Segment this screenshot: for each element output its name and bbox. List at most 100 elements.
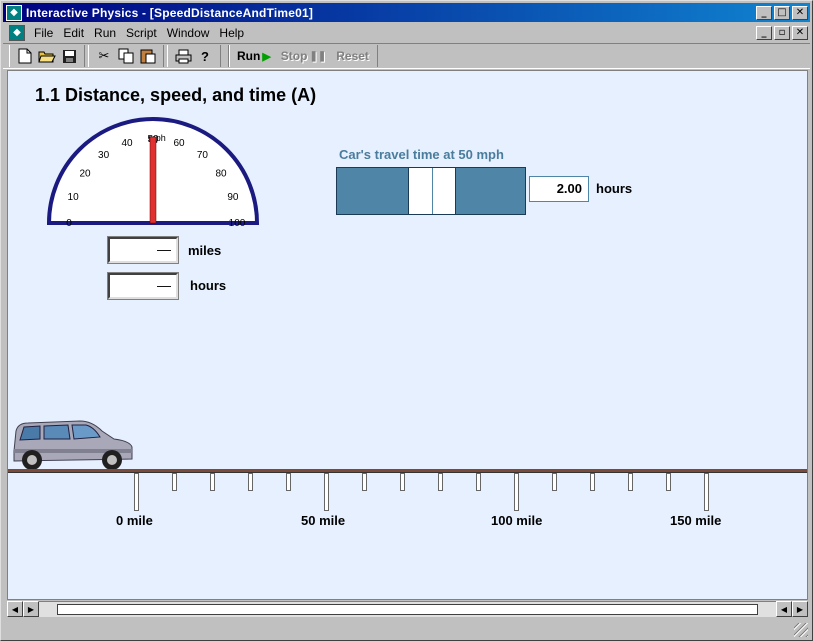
save-icon[interactable] [58,46,80,66]
arrow-right-icon: ▶ [796,604,804,614]
road [8,469,807,473]
road-minor-tick [552,473,557,491]
menu-window[interactable]: Window [162,26,215,40]
stop-button-label: Stop [280,49,308,63]
road-major-tick [324,473,329,511]
scroll-track[interactable] [39,601,776,617]
edit-tools: ✂ [88,45,164,67]
distance-unit: miles [188,243,222,258]
road-minor-tick [590,473,595,491]
travel-time-input[interactable]: 2.00 [529,176,589,202]
speedometer-tick-label: 30 [98,150,110,161]
speedometer-tick-label: 10 [68,192,80,203]
app-icon[interactable]: ◆ [6,4,22,21]
distance-readout: — [108,237,178,263]
page-title: 1.1 Distance, speed, and time (A) [35,85,317,105]
speedometer-tick-label: 90 [227,192,239,203]
run-button[interactable]: Run ▶ [237,49,271,63]
road-label-100: 100 mile [491,513,543,528]
road-label-150: 150 mile [670,513,722,528]
doc-minimize-button[interactable]: _ [756,25,772,40]
road-label-0: 0 mile [116,513,153,528]
stop-button[interactable]: Stop ❚❚ [281,49,326,63]
run-controls: Run ▶ Stop ❚❚ Reset [228,45,378,67]
menu-edit[interactable]: Edit [58,26,89,40]
speedometer-tick-label: 0 [66,218,72,229]
document-icon[interactable]: ◆ [9,24,25,41]
doc-close-button[interactable]: ✕ [792,25,808,40]
speedometer-tick-label: 70 [197,150,209,161]
road-minor-tick [362,473,367,491]
slider-title: Car's travel time at 50 mph [339,147,504,162]
file-tools [9,45,85,67]
car-icon[interactable] [10,411,134,473]
print-icon[interactable] [172,46,194,66]
open-folder-icon[interactable] [36,46,58,66]
menu-help-label: Help [219,25,245,40]
help-icon[interactable]: ? [201,48,209,64]
scroll-right-button[interactable]: ▶ [792,601,808,617]
window-title: Interactive Physics - [SpeedDistanceAndT… [26,5,314,20]
toolbar: ✂ ? Run ▶ Stop ❚❚ Reset [3,43,810,69]
road-minor-tick [438,473,443,491]
close-button[interactable]: ✕ [792,5,808,20]
menu-help[interactable]: Help [214,26,249,40]
menu-script[interactable]: Script [121,26,162,40]
copy-icon[interactable] [115,46,137,66]
road-minor-tick [400,473,405,491]
travel-time-slider[interactable] [336,167,526,215]
road-minor-tick [248,473,253,491]
arrow-right-icon: ▶ [27,604,35,614]
road-major-tick [134,473,139,511]
play-icon: ▶ [262,50,271,63]
menu-run-label: Run [94,25,117,40]
menu-run[interactable]: Run [89,26,121,40]
menu-bar: ◆ File Edit Run Script Window Help _ ▫ ✕ [3,23,810,42]
arrow-left-icon: ◀ [11,604,19,614]
new-file-icon[interactable] [14,46,36,66]
reset-button[interactable]: Reset [336,49,369,63]
horizontal-scrollbar[interactable]: ◀ ▶ ◀ ▶ [7,601,808,617]
cut-icon[interactable]: ✂ [98,48,110,63]
travel-time-unit: hours [596,181,633,196]
run-button-label: Run [237,49,261,63]
scroll-right-button-left[interactable]: ▶ [23,601,39,617]
speedometer-needle [149,136,157,224]
road-major-tick [514,473,519,511]
paste-icon[interactable] [137,46,159,66]
menu-file-label: File [34,25,54,40]
maximize-button[interactable]: □ [774,5,790,20]
time-unit: hours [190,278,227,293]
minimize-button[interactable]: _ [756,5,772,20]
speedometer[interactable]: 0102030405060708090100 mph [40,115,266,233]
menu-script-label: Script [126,25,157,40]
pause-icon: ❚❚ [309,50,327,62]
slider-thumb[interactable] [408,167,456,215]
title-bar[interactable]: ◆ Interactive Physics - [SpeedDistanceAn… [3,3,810,22]
reset-button-label: Reset [336,49,369,63]
road-minor-tick [172,473,177,491]
status-bar [3,620,810,639]
road-minor-tick [476,473,481,491]
misc-tools: ? [167,45,221,67]
road-minor-tick [210,473,215,491]
speedometer-tick-label: 60 [173,138,185,149]
menu-file[interactable]: File [29,26,58,40]
road-minor-tick [628,473,633,491]
scroll-thumb[interactable] [57,604,758,615]
road-minor-tick [666,473,671,491]
road-label-50: 50 mile [301,513,346,528]
speedometer-tick-label: 100 [229,218,246,229]
menu-edit-label: Edit [63,25,85,40]
menu-window-label: Window [166,25,210,40]
scroll-left-button[interactable]: ◀ [7,601,23,617]
simulation-workspace[interactable]: 1.1 Distance, speed, and time (A) 0 10 20 3… [7,70,808,600]
scroll-left-button-right[interactable]: ◀ [776,601,792,617]
doc-restore-button[interactable]: ▫ [774,25,790,40]
arrow-left-icon: ◀ [780,604,788,614]
road-major-tick [704,473,709,511]
speedometer-tick-label: 40 [121,138,133,149]
speedometer-tick-label: 20 [79,169,91,180]
resize-grip-icon[interactable] [794,623,808,637]
